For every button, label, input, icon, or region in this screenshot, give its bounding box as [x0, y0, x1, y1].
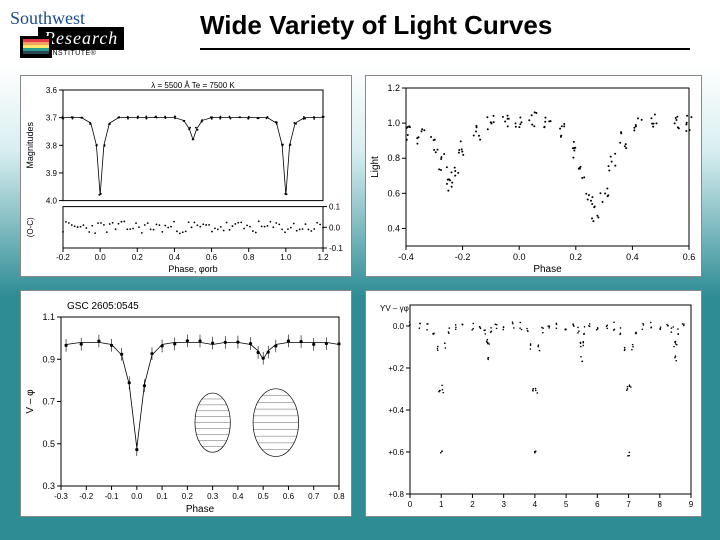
svg-text:0.2: 0.2 — [182, 492, 194, 501]
svg-text:0.9: 0.9 — [42, 354, 55, 364]
svg-text:0.2: 0.2 — [132, 253, 144, 262]
panels-container: 3.6 3.7 3.8 3.9 4.0 -0.2 0.0 0.2 0.4 0.6 0.8 1.0 1.2… — [20, 75, 700, 520]
svg-text:-0.2: -0.2 — [79, 492, 93, 501]
svg-text:0.5: 0.5 — [42, 439, 55, 449]
svg-text:0.7: 0.7 — [42, 397, 55, 407]
svg-text:5: 5 — [564, 500, 569, 509]
svg-text:-0.2: -0.2 — [56, 253, 70, 262]
chart-top-left: 3.6 3.7 3.8 3.9 4.0 -0.2 0.0 0.2 0.4 0.6 0.8 1.0 1.2… — [20, 75, 352, 277]
svg-text:V – φ: V – φ — [25, 389, 36, 414]
slide: Southwest Research INSTITUTE® Wide Varie… — [0, 0, 720, 540]
title-rule — [200, 48, 690, 50]
svg-text:+0.4: +0.4 — [388, 406, 404, 415]
swri-logo: Southwest Research INSTITUTE® — [10, 8, 190, 57]
svg-text:1.0: 1.0 — [280, 253, 292, 262]
chart-bot-left: GSC 2605:0545 -0.3 -0.2 -0.1 0.0 0.1 0.2 0.3 0.4… — [20, 290, 352, 517]
svg-text:7: 7 — [626, 500, 631, 509]
svg-text:0.8: 0.8 — [333, 492, 345, 501]
svg-text:3.8: 3.8 — [46, 141, 58, 150]
svg-text:8: 8 — [658, 500, 663, 509]
svg-text:3: 3 — [501, 500, 506, 509]
svg-text:0.4: 0.4 — [232, 492, 244, 501]
logo-box: Research INSTITUTE® — [10, 27, 190, 57]
slide-title: Wide Variety of Light Curves — [200, 10, 552, 41]
svg-text:0.6: 0.6 — [387, 188, 400, 198]
logo-institute: INSTITUTE® — [50, 50, 190, 57]
svg-text:0.4: 0.4 — [169, 253, 181, 262]
svg-text:4: 4 — [533, 500, 538, 509]
svg-text:-0.4: -0.4 — [398, 252, 414, 262]
svg-text:Light: Light — [370, 156, 381, 178]
svg-text:GSC 2605:0545: GSC 2605:0545 — [67, 301, 139, 312]
svg-text:1.0: 1.0 — [387, 118, 400, 128]
svg-text:+0.8: +0.8 — [388, 490, 404, 499]
svg-text:0.1: 0.1 — [157, 492, 169, 501]
svg-text:1.1: 1.1 — [42, 312, 55, 322]
rainbow-icon — [20, 36, 52, 58]
header: Southwest Research INSTITUTE® Wide Varie… — [0, 0, 720, 70]
svg-text:3.7: 3.7 — [46, 114, 58, 123]
svg-text:0.6: 0.6 — [683, 252, 696, 262]
svg-text:Magnitudes: Magnitudes — [25, 122, 35, 169]
chart-bot-right: 0 1 2 3 4 5 6 7 8 9 0.0 +0.2 +0.4 +0.6 +0.8 YV – γφ — [365, 290, 702, 517]
svg-text:0.2: 0.2 — [570, 252, 583, 262]
svg-text:0.0: 0.0 — [329, 223, 341, 232]
svg-text:1.2: 1.2 — [387, 83, 400, 93]
svg-text:Phase: Phase — [186, 504, 215, 515]
svg-text:0.4: 0.4 — [387, 223, 400, 233]
svg-text:0.0: 0.0 — [393, 322, 405, 331]
svg-text:+0.2: +0.2 — [388, 364, 404, 373]
svg-text:1: 1 — [439, 500, 444, 509]
svg-text:1.2: 1.2 — [317, 253, 329, 262]
svg-text:9: 9 — [689, 500, 694, 509]
svg-text:Phase: Phase — [533, 264, 562, 275]
svg-text:0.6: 0.6 — [283, 492, 295, 501]
svg-text:6: 6 — [595, 500, 600, 509]
svg-text:0.1: 0.1 — [329, 203, 341, 212]
svg-text:+0.6: +0.6 — [388, 448, 404, 457]
svg-text:(O-C): (O-C) — [26, 217, 35, 237]
svg-text:YV – γφ: YV – γφ — [380, 304, 409, 313]
svg-text:-0.3: -0.3 — [54, 492, 68, 501]
svg-text:0.0: 0.0 — [513, 252, 526, 262]
svg-text:0.4: 0.4 — [626, 252, 639, 262]
logo-southwest: Southwest — [10, 8, 85, 28]
svg-text:0.3: 0.3 — [42, 481, 55, 491]
chart-top-right: -0.4 -0.2 0.0 0.2 0.4 0.6 0.4 0.6 0.8 1.0 1.2 Phase… — [365, 75, 702, 277]
svg-text:0.8: 0.8 — [387, 153, 400, 163]
svg-text:0.3: 0.3 — [207, 492, 219, 501]
svg-text:-0.2: -0.2 — [455, 252, 471, 262]
svg-text:Phase, φorb: Phase, φorb — [168, 264, 217, 274]
svg-text:-0.1: -0.1 — [329, 244, 343, 253]
svg-text:λ = 5500 Å Te = 7500 K: λ = 5500 Å Te = 7500 K — [151, 81, 235, 90]
svg-text:0.5: 0.5 — [258, 492, 270, 501]
svg-text:0.6: 0.6 — [206, 253, 218, 262]
svg-text:3.6: 3.6 — [46, 86, 58, 95]
svg-text:0.0: 0.0 — [95, 253, 107, 262]
svg-text:0.7: 0.7 — [308, 492, 320, 501]
svg-text:0.0: 0.0 — [131, 492, 143, 501]
svg-text:0: 0 — [408, 500, 413, 509]
svg-text:0.8: 0.8 — [243, 253, 255, 262]
svg-text:3.9: 3.9 — [46, 169, 58, 178]
svg-text:4.0: 4.0 — [46, 197, 58, 206]
svg-text:2: 2 — [470, 500, 475, 509]
svg-text:-0.1: -0.1 — [105, 492, 119, 501]
